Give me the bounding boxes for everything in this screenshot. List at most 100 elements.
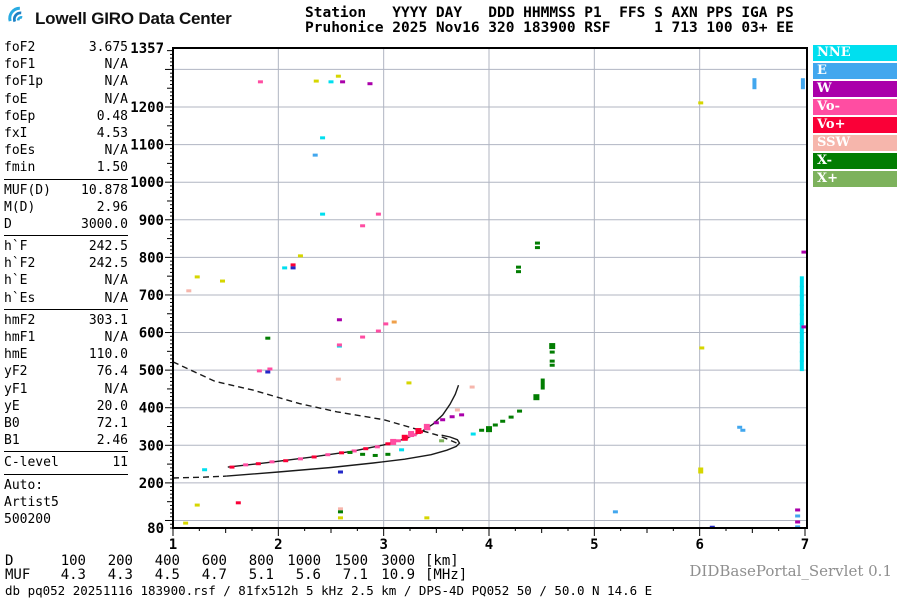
echo-point-Vo+ xyxy=(255,462,261,466)
echo-point-X- xyxy=(479,428,485,432)
echo-point-yellow-unlabeled xyxy=(406,381,412,385)
echo-point-NNE xyxy=(799,341,804,353)
echo-point-yellow-unlabeled xyxy=(337,516,343,520)
echo-point-yellow-unlabeled xyxy=(335,74,341,78)
param-row: yE 20.0 xyxy=(4,398,128,414)
echo-point-Vo+ xyxy=(290,263,296,267)
y-tick-label: 800 xyxy=(139,250,164,266)
echo-point-Vo+ xyxy=(283,459,289,463)
station-col: P1 RSF xyxy=(584,5,611,36)
echo-point-Vo- xyxy=(336,343,342,347)
legend-entry: NNE xyxy=(813,45,897,61)
echo-point-yellow-unlabeled xyxy=(424,516,430,520)
echo-point-Vo- xyxy=(351,449,357,453)
param-row: yF1 N/A xyxy=(4,381,128,397)
legend-entry: W xyxy=(813,81,897,97)
echo-point-orange-unlabeled xyxy=(391,320,397,324)
echo-point-X- xyxy=(517,409,523,413)
echo-point-Vo- xyxy=(383,322,389,326)
echo-point-X- xyxy=(534,246,540,250)
station-col: HHMMSS 183900 xyxy=(523,5,576,36)
echo-point-NNE xyxy=(799,304,804,316)
param-row: foF1 N/A xyxy=(4,57,128,73)
echo-point-NNE xyxy=(799,313,804,325)
echo-point-X- xyxy=(549,363,555,367)
param-row: fmin 1.50 xyxy=(4,160,128,176)
echo-point-E xyxy=(795,525,801,529)
autoscaling-line: 500200 xyxy=(4,511,51,527)
echo-point-NNE xyxy=(282,266,288,270)
echo-point-NNE xyxy=(202,468,208,472)
curve-profile-dashed-low xyxy=(172,475,227,479)
echo-point-yellow-unlabeled xyxy=(220,279,226,283)
echo-point-Vo- xyxy=(360,224,366,228)
param-group: C-level 11 xyxy=(4,454,128,475)
x-tick-label: 7 xyxy=(801,537,809,553)
y-tick-label: 1000 xyxy=(130,175,164,191)
echo-point-E xyxy=(800,78,805,90)
station-col: DDD 320 xyxy=(488,5,515,36)
echo-direction-legend: NNE E W Vo- Vo+ SSW X- X+ xyxy=(813,45,897,189)
param-group: h`F 242.5 h`F2 242.5 h`E N/A h`Es N/A xyxy=(4,238,128,310)
x-tick-label: 4 xyxy=(485,537,493,553)
echo-point-W xyxy=(440,418,446,422)
echo-point-W xyxy=(433,421,439,425)
autoscaling-line: Auto: xyxy=(4,477,44,493)
echo-point-NNE xyxy=(328,80,334,84)
echo-point-W xyxy=(336,318,342,322)
y-tick-label: 900 xyxy=(139,213,164,229)
echo-point-E xyxy=(312,153,318,157)
curve-profile-dashed xyxy=(172,361,458,445)
echo-point-NNE xyxy=(799,276,804,288)
echo-point-yellow-unlabeled xyxy=(313,79,319,83)
y-tick-label: 1200 xyxy=(130,100,164,116)
echo-point-Vo- xyxy=(360,335,366,339)
status-line: db pq052 20251116 183900.rsf / 81fx512h … xyxy=(5,583,653,598)
echo-point-X- xyxy=(337,510,343,514)
echo-point-NNE xyxy=(799,332,804,344)
echo-point-Vo+ xyxy=(339,451,345,455)
param-group: MUF(D) 10.878 M(D) 2.96 D 3000.0 xyxy=(4,182,128,237)
y-tick-label: 700 xyxy=(139,288,164,304)
param-row: hmF2 303.1 xyxy=(4,312,128,328)
echo-point-navy-unlabeled xyxy=(290,266,296,270)
param-row: foF1p N/A xyxy=(4,74,128,90)
echo-point-NNE xyxy=(799,295,804,307)
echo-point-X- xyxy=(385,452,391,456)
giro-logo-icon xyxy=(6,5,30,33)
y-tick-label: 1357 xyxy=(130,41,164,57)
y-tick-label: 80 xyxy=(147,521,164,537)
echo-point-Vo+ xyxy=(229,465,235,469)
station-col: IGA 03+ xyxy=(741,5,768,36)
echo-point-E xyxy=(740,428,746,432)
plot-border xyxy=(172,47,808,529)
param-row: h`Es N/A xyxy=(4,290,128,306)
y-tick-label: 1100 xyxy=(130,138,164,154)
echo-point-X- xyxy=(508,415,514,419)
echo-point-NNE xyxy=(799,322,804,334)
param-group: hmF2 303.1 hmF1 N/A hmE 110.0 yF2 76.4 yF1 N/A yE 2… xyxy=(4,312,128,453)
param-row: B1 2.46 xyxy=(4,433,128,449)
echo-point-W xyxy=(367,82,373,86)
echo-point-X- xyxy=(549,343,556,350)
echo-point-yellow-unlabeled xyxy=(194,275,200,279)
legend-entry: Vo+ xyxy=(813,117,897,133)
echo-point-Vo- xyxy=(395,439,401,443)
echo-point-W xyxy=(459,413,465,417)
echo-point-Vo- xyxy=(325,453,331,457)
echo-point-Vo- xyxy=(390,438,397,445)
curve-muf-hook xyxy=(226,434,461,477)
echo-point-W xyxy=(795,508,801,512)
station-header: Station Pruhonice YYYY 2025 DAY Nov16 DDD 320 HH… xyxy=(305,6,802,36)
param-row: foEs N/A xyxy=(4,143,128,159)
echo-point-Vo- xyxy=(411,433,417,437)
echo-point-Vo- xyxy=(375,329,381,333)
echo-point-X- xyxy=(265,336,271,340)
param-row: C-level 11 xyxy=(4,455,128,471)
muf-distance-table: D 100 200 400 600 800 1000 1500 3000 [km] MUF 4.3 4… xyxy=(5,554,467,582)
echo-point-Vo- xyxy=(374,445,380,449)
param-row: foF2 3.675 xyxy=(4,40,128,55)
echo-point-NNE xyxy=(799,360,804,372)
